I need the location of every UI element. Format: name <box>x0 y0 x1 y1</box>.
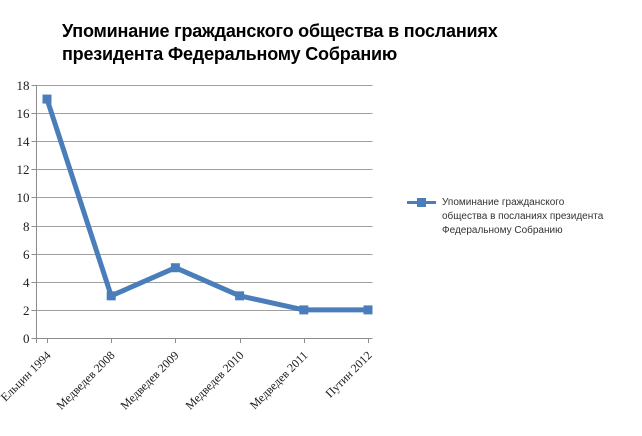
y-tick-label: 18 <box>17 78 30 93</box>
y-tick-label: 10 <box>17 190 30 205</box>
x-tick-label: Медведев 2009 <box>118 348 182 412</box>
x-tick-label: Ельцин 1994 <box>0 348 54 404</box>
chart-title: Упоминание гражданского общества в посла… <box>62 20 498 66</box>
x-tick-label: Медведев 2010 <box>183 348 247 412</box>
legend-label-line-2: общества в посланиях президента <box>442 211 604 222</box>
y-tick-label: 0 <box>23 331 30 346</box>
data-point-marker <box>299 305 309 315</box>
y-tick-label: 6 <box>23 247 30 262</box>
legend-label-line-3: Федеральному Собранию <box>442 225 563 236</box>
data-point-marker <box>363 305 373 315</box>
data-point-marker <box>235 291 245 301</box>
legend-square-marker-icon <box>417 198 426 207</box>
data-point-marker <box>106 291 116 301</box>
legend: Упоминание гражданского общества в посла… <box>407 196 603 238</box>
y-tick-label: 4 <box>23 275 30 290</box>
x-tick-label: Медведев 2008 <box>54 348 118 412</box>
data-point-marker <box>42 94 52 104</box>
chart-title-line-1: Упоминание гражданского общества в посла… <box>62 21 498 41</box>
series-line <box>44 98 368 313</box>
legend-label-line-1: Упоминание гражданского <box>442 197 565 208</box>
y-tick-label: 8 <box>23 219 30 234</box>
x-tick-label: Путин 2012 <box>322 348 374 400</box>
y-tick-label: 14 <box>17 134 31 149</box>
legend-label: Упоминание гражданского общества в посла… <box>442 196 603 238</box>
y-tick-label: 2 <box>23 303 30 318</box>
legend-line-marker-icon <box>407 196 436 210</box>
y-tick-label: 12 <box>17 162 30 177</box>
chart-title-line-2: президента Федеральному Собранию <box>62 44 398 64</box>
y-tick-label: 16 <box>17 106 31 121</box>
x-tick-label: Медведев 2011 <box>247 348 311 412</box>
data-point-marker <box>170 263 180 273</box>
